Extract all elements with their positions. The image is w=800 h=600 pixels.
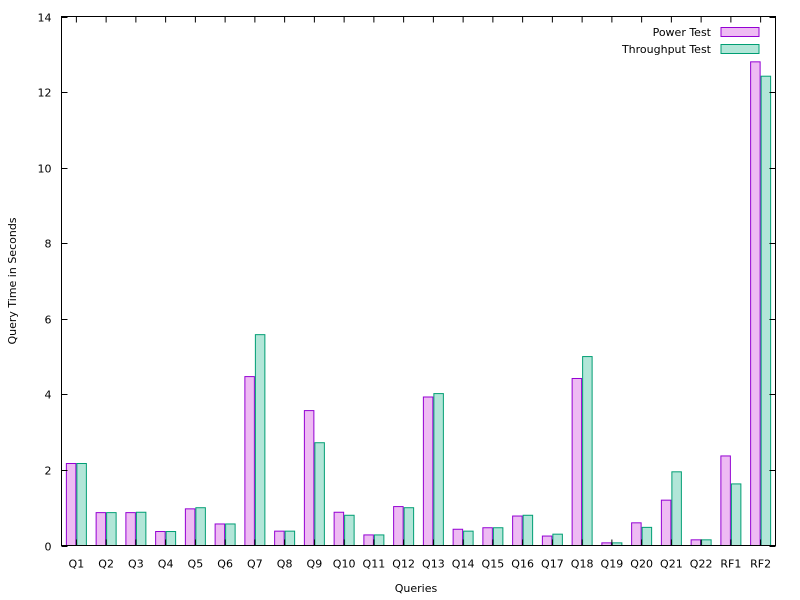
x-tick-label: Q15: [482, 558, 505, 571]
bar-throughput-test: [403, 507, 415, 547]
bar-power-test: [631, 522, 642, 546]
legend-swatch: [720, 27, 760, 37]
x-tick-label: Q22: [690, 558, 713, 571]
bar-throughput-test: [433, 393, 444, 547]
x-tick-label: Q3: [128, 558, 144, 571]
x-tick-label: Q14: [452, 558, 475, 571]
y-tick-label: 10: [38, 163, 52, 176]
x-axis-label: Queries: [395, 582, 438, 595]
bar-power-test: [452, 528, 464, 546]
bar-power-test: [541, 535, 553, 547]
bar-throughput-test: [314, 442, 325, 547]
bar-power-test: [363, 534, 374, 546]
bar-power-test: [512, 515, 523, 547]
x-tick-label: Q8: [277, 558, 293, 571]
y-tick-label: 12: [38, 87, 52, 100]
bar-throughput-test: [135, 511, 147, 547]
x-tick-label: Q16: [511, 558, 534, 571]
bar-power-test: [571, 377, 583, 547]
bar-power-test: [660, 499, 672, 546]
legend-label: Power Test: [653, 26, 712, 39]
y-tick-label: 14: [38, 12, 52, 25]
bar-power-test: [244, 376, 255, 547]
x-tick-label: Q10: [333, 558, 356, 571]
bar-throughput-test: [730, 483, 742, 546]
y-axis-label: Query Time in Seconds: [6, 217, 19, 344]
x-tick-label: Q1: [69, 558, 85, 571]
x-tick-label: Q21: [660, 558, 683, 571]
bar-throughput-test: [463, 530, 474, 546]
x-tick-label: Q12: [392, 558, 415, 571]
bar-throughput-test: [165, 531, 177, 547]
x-tick-label: Q6: [217, 558, 233, 571]
bar-throughput-test: [552, 533, 563, 547]
bar-power-test: [333, 511, 345, 547]
bar-throughput-test: [582, 356, 593, 547]
bar-power-test: [482, 527, 493, 547]
legend-label: Throughput Test: [621, 43, 712, 56]
y-axis: 0 2 4 6 8 10 12 14: [38, 12, 776, 554]
bar-throughput-test: [373, 534, 385, 546]
x-tick-label: Q5: [188, 558, 204, 571]
y-tick-label: 0: [45, 541, 52, 554]
bar-power-test: [393, 506, 404, 547]
bar-power-test: [95, 512, 107, 546]
x-tick-label: Q11: [363, 558, 386, 571]
bar-throughput-test: [701, 539, 712, 547]
bar-throughput-test: [225, 523, 236, 547]
x-tick-label: RF1: [720, 558, 741, 571]
x-tick-label: Q17: [541, 558, 564, 571]
bar-throughput-test: [195, 507, 206, 547]
x-tick-label: RF2: [750, 558, 771, 571]
bar-power-test: [155, 531, 166, 547]
y-tick-label: 8: [45, 238, 52, 251]
bars-layer: [65, 61, 772, 547]
plot-frame: [61, 16, 776, 546]
y-tick-label: 4: [45, 389, 52, 402]
bar-throughput-test: [254, 334, 266, 546]
bar-throughput-test: [106, 512, 117, 546]
legend-swatch: [720, 44, 760, 54]
bar-power-test: [274, 530, 285, 546]
bar-throughput-test: [641, 526, 653, 546]
bar-power-test: [750, 61, 761, 546]
x-tick-label: Q7: [247, 558, 263, 571]
x-tick-label: Q2: [98, 558, 114, 571]
bar-power-test: [720, 455, 731, 546]
bar-power-test: [125, 512, 136, 546]
x-axis: Q1 Q2 Q3 Q4 Q5 Q6 Q7 Q8 Q9 Q10 Q11 Q12 Q13 Q14 Q15 Q16 Q…: [69, 16, 771, 571]
bar-power-test: [214, 523, 226, 547]
legend: Power Test Throughput Test: [621, 26, 760, 56]
x-tick-label: Q19: [601, 558, 624, 571]
x-tick-label: Q13: [422, 558, 445, 571]
x-tick-label: Q9: [307, 558, 323, 571]
x-tick-label: Q18: [571, 558, 594, 571]
x-tick-label: Q20: [630, 558, 653, 571]
bar-power-test: [690, 539, 702, 547]
bar-throughput-test: [760, 75, 772, 547]
bar-throughput-test: [522, 514, 534, 546]
bar-throughput-test: [76, 463, 87, 547]
bar-power-test: [184, 508, 196, 547]
bar-throughput-test: [671, 471, 682, 547]
y-tick-label: 2: [45, 465, 52, 478]
bar-power-test: [422, 396, 434, 546]
x-tick-label: Q4: [158, 558, 174, 571]
bar-throughput-test: [344, 514, 355, 546]
bar-power-test: [65, 463, 77, 547]
y-tick-label: 6: [45, 314, 52, 327]
bar-throughput-test: [284, 530, 296, 546]
bar-power-test: [303, 410, 315, 547]
bar-throughput-test: [492, 527, 504, 547]
